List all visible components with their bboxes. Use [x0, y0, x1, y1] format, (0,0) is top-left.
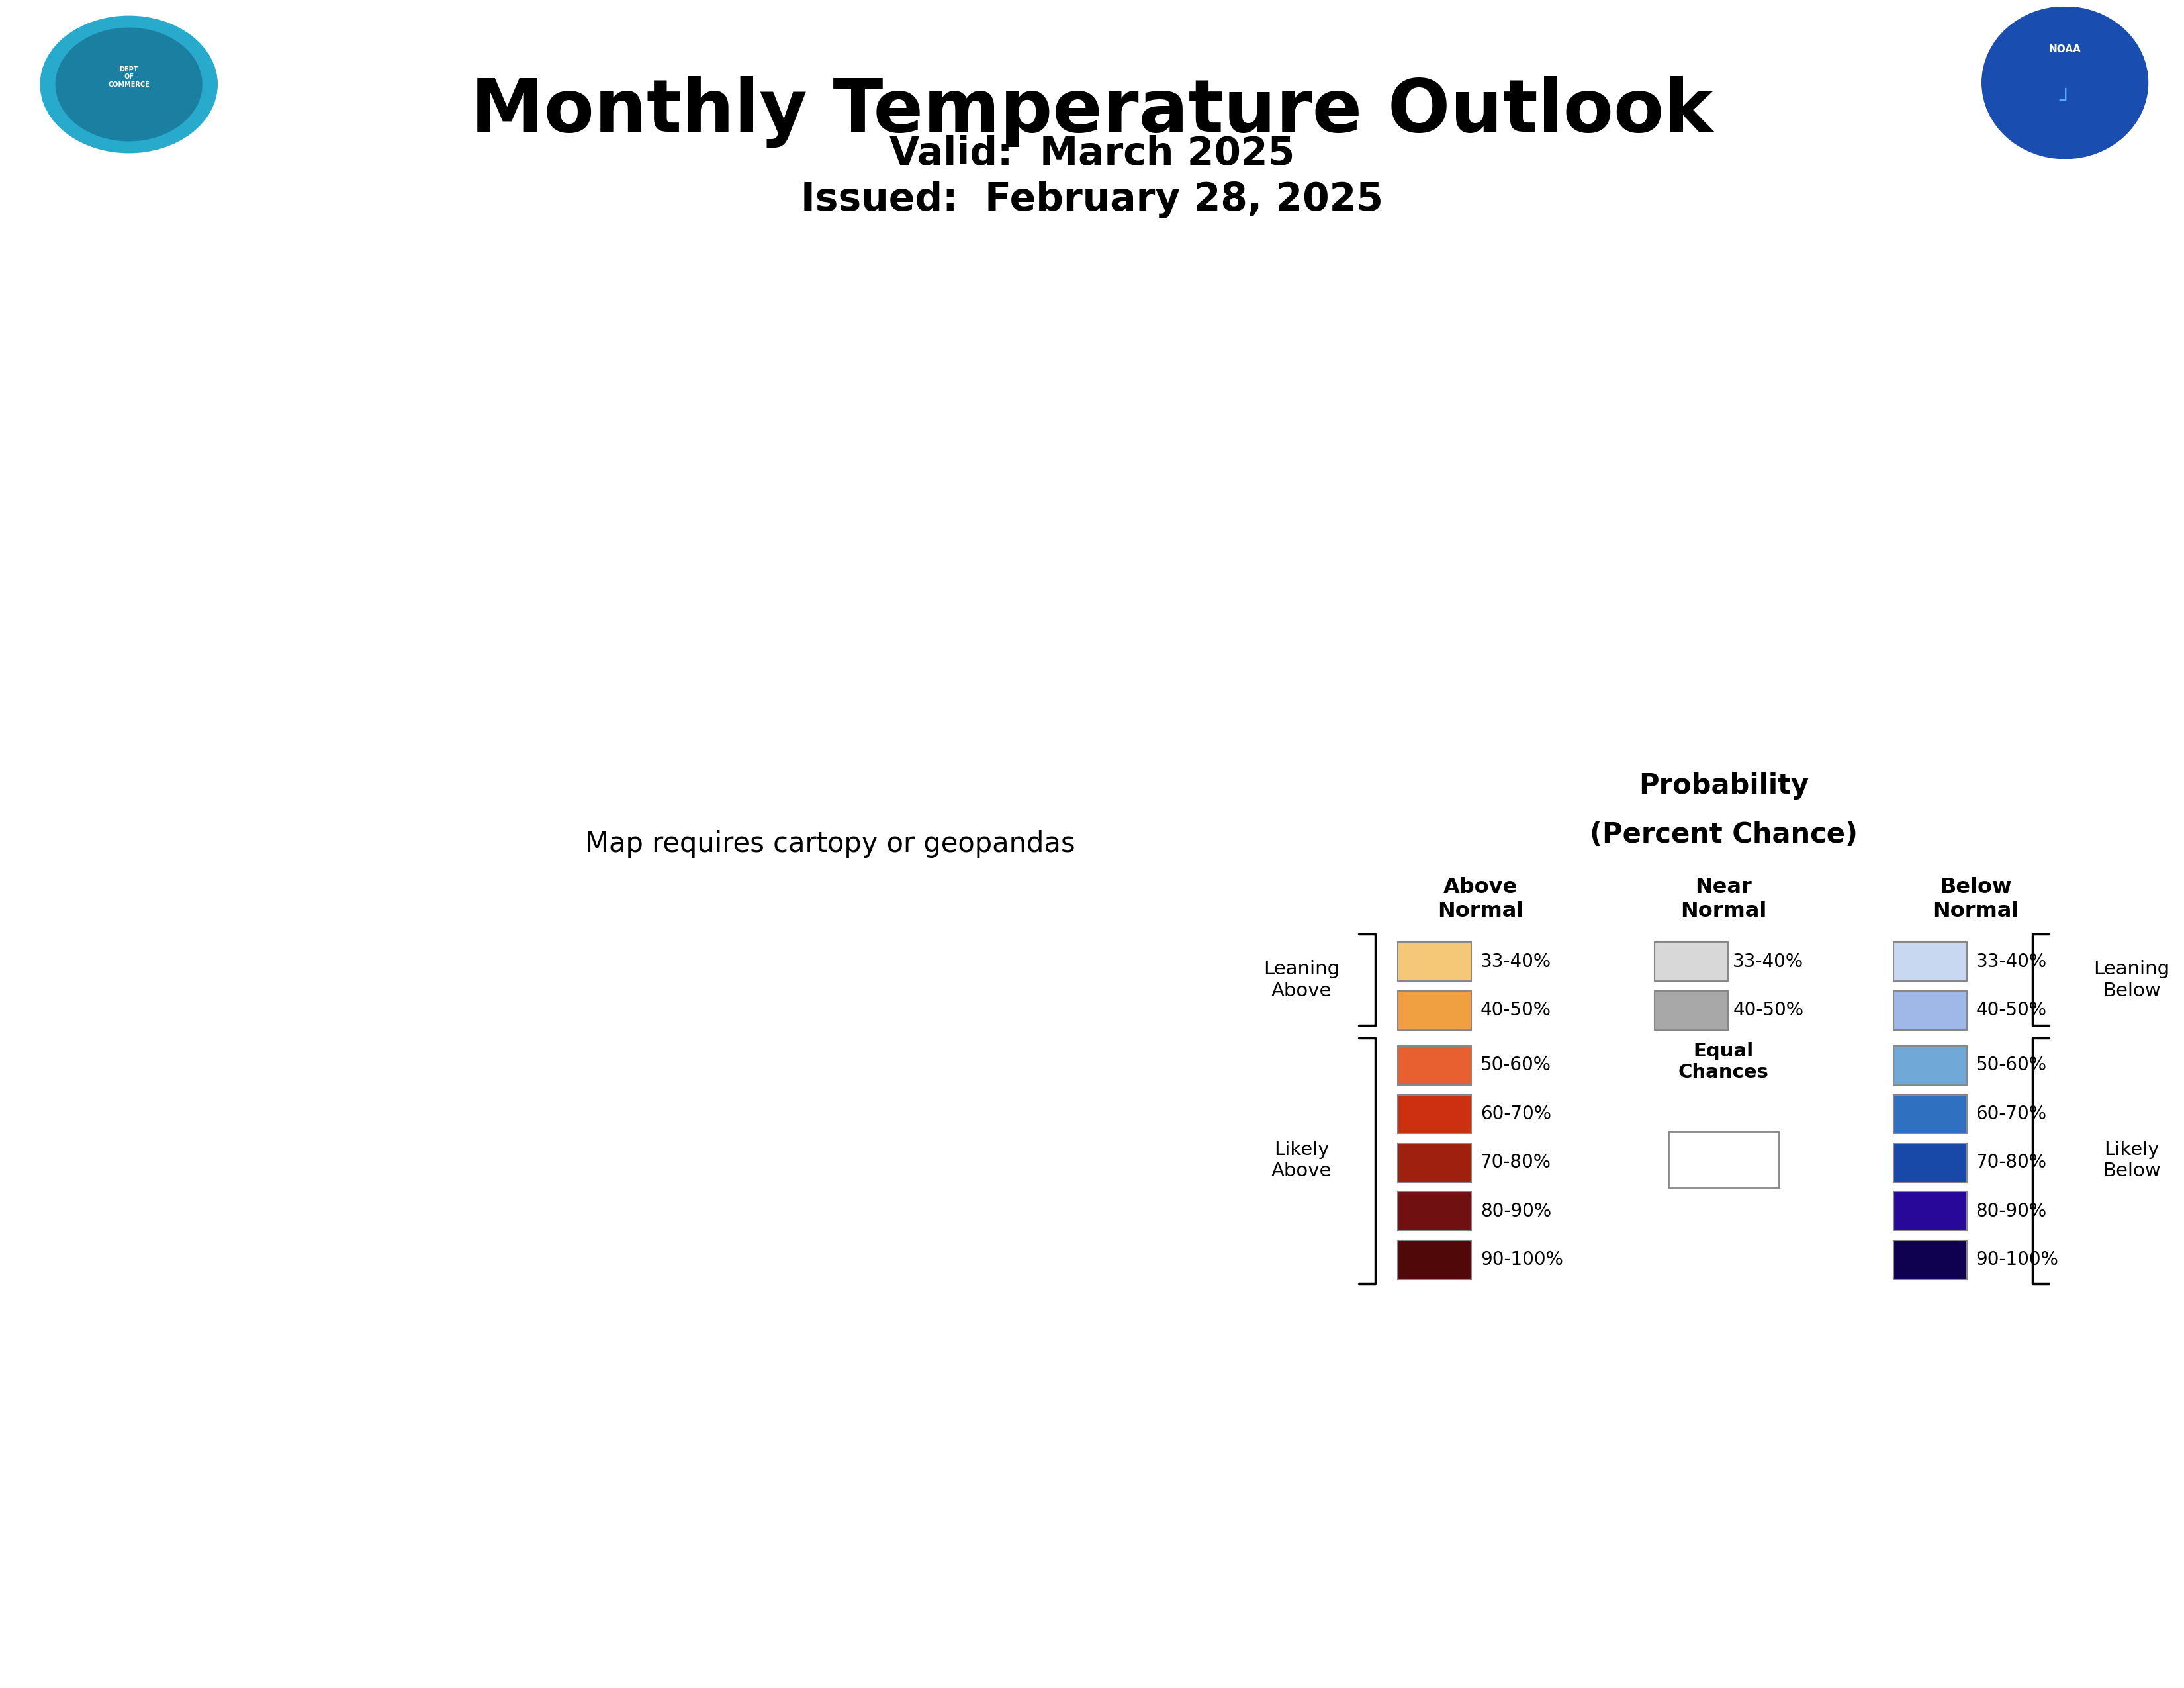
- Text: Leaning
Below: Leaning Below: [2094, 960, 2171, 999]
- Text: Equal
Chances: Equal Chances: [1677, 1041, 1769, 1082]
- Text: NOAA: NOAA: [2049, 44, 2081, 54]
- Text: 80-90%: 80-90%: [1977, 1202, 2046, 1220]
- Bar: [1894, 1241, 1966, 1280]
- Text: Valid:  March 2025: Valid: March 2025: [889, 135, 1295, 172]
- Text: 33-40%: 33-40%: [1481, 952, 1551, 971]
- Text: 50-60%: 50-60%: [1481, 1057, 1551, 1075]
- Text: (Percent Chance): (Percent Chance): [1590, 820, 1859, 849]
- Bar: [1398, 1241, 1472, 1280]
- Bar: [1398, 1047, 1472, 1085]
- Bar: [1894, 1047, 1966, 1085]
- Text: Leaning
Above: Leaning Above: [1265, 960, 1339, 999]
- Bar: [1669, 1131, 1778, 1188]
- Text: Near
Normal: Near Normal: [1679, 878, 1767, 922]
- Bar: [1398, 1094, 1472, 1133]
- Text: 90-100%: 90-100%: [1481, 1251, 1564, 1269]
- Bar: [1894, 942, 1966, 981]
- Text: Probability: Probability: [1638, 771, 1808, 800]
- Text: 50-60%: 50-60%: [1977, 1057, 2046, 1075]
- Text: Map requires cartopy or geopandas: Map requires cartopy or geopandas: [585, 830, 1075, 858]
- Bar: [1894, 991, 1966, 1030]
- Bar: [1398, 1192, 1472, 1231]
- Bar: [1398, 991, 1472, 1030]
- Text: Issued:  February 28, 2025: Issued: February 28, 2025: [802, 181, 1382, 218]
- Bar: [1655, 991, 1728, 1030]
- Text: 60-70%: 60-70%: [1977, 1104, 2046, 1123]
- Bar: [1398, 942, 1472, 981]
- Circle shape: [41, 17, 216, 152]
- Text: 33-40%: 33-40%: [1732, 952, 1804, 971]
- Text: 60-70%: 60-70%: [1481, 1104, 1551, 1123]
- Bar: [1894, 1192, 1966, 1231]
- Text: Below
Normal: Below Normal: [1933, 878, 2018, 922]
- Text: 40-50%: 40-50%: [1977, 1001, 2046, 1020]
- Bar: [1398, 1143, 1472, 1182]
- Text: Likely
Below: Likely Below: [2103, 1141, 2160, 1180]
- Circle shape: [57, 29, 201, 140]
- Bar: [1655, 942, 1728, 981]
- Text: 40-50%: 40-50%: [1732, 1001, 1804, 1020]
- Ellipse shape: [1983, 7, 2149, 159]
- Text: 90-100%: 90-100%: [1977, 1251, 2060, 1269]
- Text: 40-50%: 40-50%: [1481, 1001, 1551, 1020]
- Text: 70-80%: 70-80%: [1977, 1153, 2046, 1171]
- Text: Likely
Above: Likely Above: [1271, 1141, 1332, 1180]
- Text: Above
Normal: Above Normal: [1437, 878, 1524, 922]
- Text: Monthly Temperature Outlook: Monthly Temperature Outlook: [472, 76, 1712, 147]
- Text: DEPT
OF
COMMERCE: DEPT OF COMMERCE: [107, 66, 151, 88]
- Text: 80-90%: 80-90%: [1481, 1202, 1551, 1220]
- Bar: [1894, 1143, 1966, 1182]
- Bar: [1894, 1094, 1966, 1133]
- Text: ┘: ┘: [2060, 91, 2070, 110]
- Text: 33-40%: 33-40%: [1977, 952, 2046, 971]
- Text: 70-80%: 70-80%: [1481, 1153, 1551, 1171]
